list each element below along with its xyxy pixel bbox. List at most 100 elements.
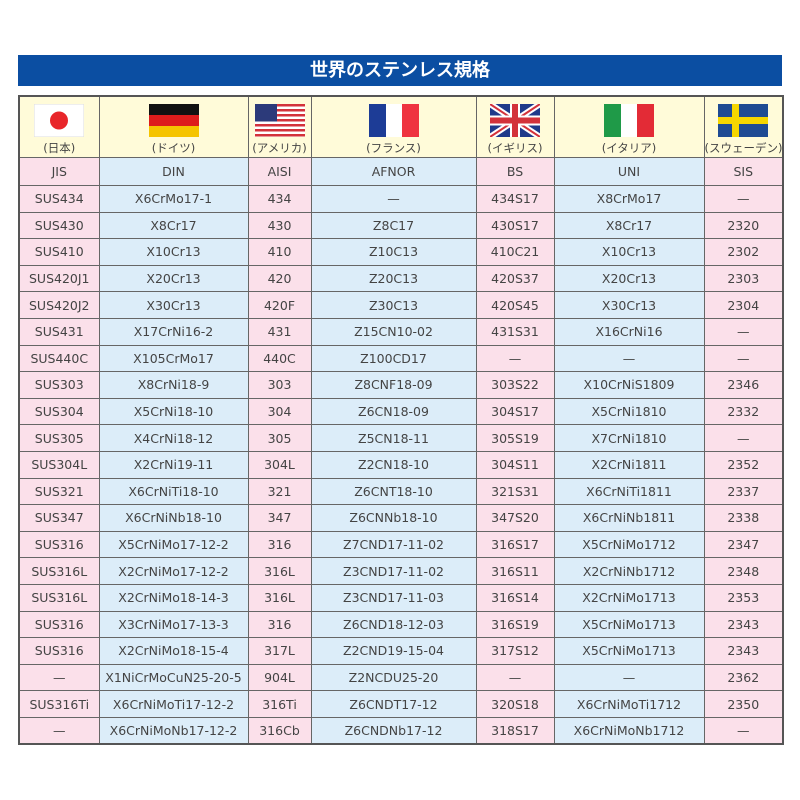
cell-bs: 316S11	[475, 557, 555, 585]
table-row: SUS316 X5CrNiMo17-12-2 316 Z7CND17-11-02 316…	[18, 530, 784, 559]
table-row: SUS434 X6CrMo17-1 434—434S17 X8CrMo17—	[18, 185, 784, 213]
table-row: SUS305 X4CrNi18-12 305 Z5CN18-11 305S19 X7CrN…	[18, 424, 784, 452]
flag-row: (日本) (ドイツ) (アメリカ) (フランス) (イギリス) (イタリア)	[18, 95, 784, 158]
cell-bs: 420S45	[475, 291, 555, 319]
cell-sis: —	[703, 424, 784, 452]
cell-uni: X6CrNiMoNb1712	[553, 716, 705, 745]
cell-afnor: Z6CND18-12-03	[310, 610, 477, 639]
cell-jis: SUS431	[18, 317, 100, 346]
cell-bs: 434S17	[475, 185, 555, 213]
cell-bs: 321S31	[475, 477, 555, 506]
table-row: SUS316L X2CrNiMo17-12-2 316L Z3CND17-11-02 3…	[18, 557, 784, 585]
cell-bs: 316S19	[475, 610, 555, 639]
cell-sis: 2348	[703, 557, 784, 585]
cell-sis: 2304	[703, 291, 784, 319]
cell-sis: 2353	[703, 583, 784, 612]
cell-uni: X5CrNiMo1713	[553, 637, 705, 665]
header-afnor: AFNOR	[310, 157, 477, 186]
country-label: (イタリア)	[601, 141, 657, 155]
standard-header-row: JIS DIN AISI AFNOR BS UNI SIS	[18, 157, 784, 186]
page-title: 世界のステンレス規格	[18, 55, 782, 86]
cell-afnor: Z2CND19-15-04	[310, 637, 477, 665]
cell-uni: X2CrNiNb1712	[553, 557, 705, 585]
cell-jis: SUS316Ti	[18, 690, 100, 718]
germany-flag-icon	[148, 104, 199, 137]
cell-sis: 2343	[703, 637, 784, 665]
table-row: SUS440C X105CrMo17 440C Z100CD17— — —	[18, 344, 784, 373]
cell-sis: 2303	[703, 264, 784, 293]
cell-sis: 2346	[703, 371, 784, 399]
cell-afnor: Z6CN18-09	[310, 397, 477, 426]
cell-aisi: 317L	[247, 637, 312, 665]
cell-din: X105CrMo17	[98, 344, 249, 373]
cell-afnor: Z8C17	[310, 211, 477, 240]
sweden-flag-icon	[718, 104, 769, 137]
cell-bs: 304S11	[475, 450, 555, 479]
cell-jis: SUS316	[18, 610, 100, 639]
cell-aisi: 303	[247, 371, 312, 399]
cell-din: X6CrNiMoNb17-12-2	[98, 716, 249, 745]
cell-uni: X10CrNiS1809	[553, 371, 705, 399]
cell-afnor: Z3CND17-11-02	[310, 557, 477, 585]
cell-jis: SUS410	[18, 238, 100, 266]
table-row: SUS316 X3CrNiMo17-13-3 316 Z6CND18-12-03 316…	[18, 610, 784, 639]
cell-din: X2CrNiMo17-12-2	[98, 557, 249, 585]
cell-uni: X5CrNi1810	[553, 397, 705, 426]
cell-afnor: Z2CN18-10	[310, 450, 477, 479]
cell-aisi: 316Cb	[247, 716, 312, 745]
cell-din: X4CrNi18-12	[98, 424, 249, 452]
cell-uni: X10Cr13	[553, 238, 705, 266]
cell-aisi: 440C	[247, 344, 312, 373]
table-row: SUS316 X2CrNiMo18-15-4 317L Z2CND19-15-04 31…	[18, 637, 784, 665]
cell-jis: SUS316L	[18, 557, 100, 585]
cell-afnor: Z5CN18-11	[310, 424, 477, 452]
cell-jis: SUS420J2	[18, 291, 100, 319]
cell-din: X20Cr13	[98, 264, 249, 293]
cell-din: X10Cr13	[98, 238, 249, 266]
cell-sis: 2337	[703, 477, 784, 506]
cell-bs: 410C21	[475, 238, 555, 266]
cell-jis: SUS430	[18, 211, 100, 240]
japan-flag-icon	[34, 104, 85, 137]
cell-aisi: 420F	[247, 291, 312, 319]
table-row: SUS321 X6CrNiTi18-10 321 Z6CNT18-10 321S31 X6…	[18, 477, 784, 506]
cell-sis: 2332	[703, 397, 784, 426]
cell-aisi: 430	[247, 211, 312, 240]
cell-sis: —	[703, 185, 784, 213]
cell-afnor: Z15CN10-02	[310, 317, 477, 346]
cell-din: X1NiCrMoCuN25-20-5	[98, 663, 249, 692]
italy-flag-icon	[604, 104, 654, 137]
cell-afnor: Z6CNNb18-10	[310, 504, 477, 532]
cell-uni: X6CrNiTi1811	[553, 477, 705, 506]
cell-jis: —	[18, 716, 100, 745]
cell-aisi: 316	[247, 530, 312, 559]
cell-uni: X30Cr13	[553, 291, 705, 319]
cell-jis: SUS440C	[18, 344, 100, 373]
header-uni: UNI	[553, 157, 705, 186]
cell-jis: —	[18, 663, 100, 692]
cell-uni: X2CrNiMo1713	[553, 583, 705, 612]
table-row: SUS347 X6CrNiNb18-10 347 Z6CNNb18-10 347S20 X…	[18, 504, 784, 532]
header-bs: BS	[475, 157, 555, 186]
cell-uni: X5CrNiMo1712	[553, 530, 705, 559]
cell-bs: 347S20	[475, 504, 555, 532]
country-sweden: (スウェーデン)	[703, 95, 784, 158]
cell-aisi: 316	[247, 610, 312, 639]
cell-aisi: 347	[247, 504, 312, 532]
table-row: SUS431 X17CrNi16-2 431 Z15CN10-02 431S31 X16C…	[18, 317, 784, 346]
cell-sis: —	[703, 344, 784, 373]
cell-uni: X7CrNi1810	[553, 424, 705, 452]
cell-afnor: Z20C13	[310, 264, 477, 293]
cell-uni: —	[553, 344, 705, 373]
cell-afnor: Z8CNF18-09	[310, 371, 477, 399]
cell-sis: 2347	[703, 530, 784, 559]
header-din: DIN	[98, 157, 249, 186]
cell-afnor: Z6CNT18-10	[310, 477, 477, 506]
france-flag-icon	[368, 104, 419, 137]
cell-afnor: Z3CND17-11-03	[310, 583, 477, 612]
cell-bs: 304S17	[475, 397, 555, 426]
cell-din: X6CrNiNb18-10	[98, 504, 249, 532]
cell-afnor: Z7CND17-11-02	[310, 530, 477, 559]
cell-afnor: Z10C13	[310, 238, 477, 266]
header-aisi: AISI	[247, 157, 312, 186]
